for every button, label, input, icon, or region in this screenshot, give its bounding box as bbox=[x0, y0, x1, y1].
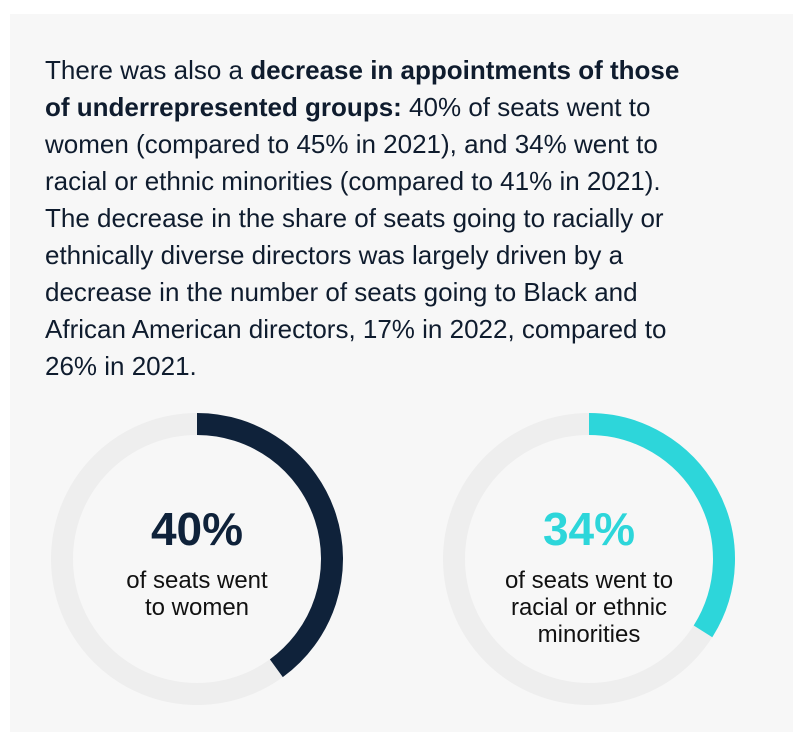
women-donut-arc bbox=[196, 413, 343, 678]
women-seats-donut: 40% of seats went to women bbox=[47, 409, 347, 709]
minority-seats-donut: 34% of seats went to racial or ethnic mi… bbox=[439, 409, 739, 709]
women-seats-caption: of seats went to women bbox=[126, 567, 268, 621]
minority-donut-arc bbox=[588, 413, 735, 638]
intro-text-start: There was also a bbox=[45, 55, 251, 85]
infographic-panel bbox=[10, 14, 793, 732]
minority-seats-value: 34% bbox=[542, 503, 636, 555]
intro-text-rest: 40% of seats went to women (compared to … bbox=[45, 92, 667, 381]
women-seats-value: 40% bbox=[150, 503, 244, 555]
women-seats-ring bbox=[51, 413, 343, 705]
intro-paragraph: There was also a decrease in appointment… bbox=[45, 52, 705, 385]
minority-seats-ring bbox=[443, 413, 735, 705]
intro-highlight: decrease in appointments of those of und… bbox=[45, 55, 680, 122]
minority-seats-caption: of seats went to racial or ethnic minori… bbox=[504, 567, 674, 648]
